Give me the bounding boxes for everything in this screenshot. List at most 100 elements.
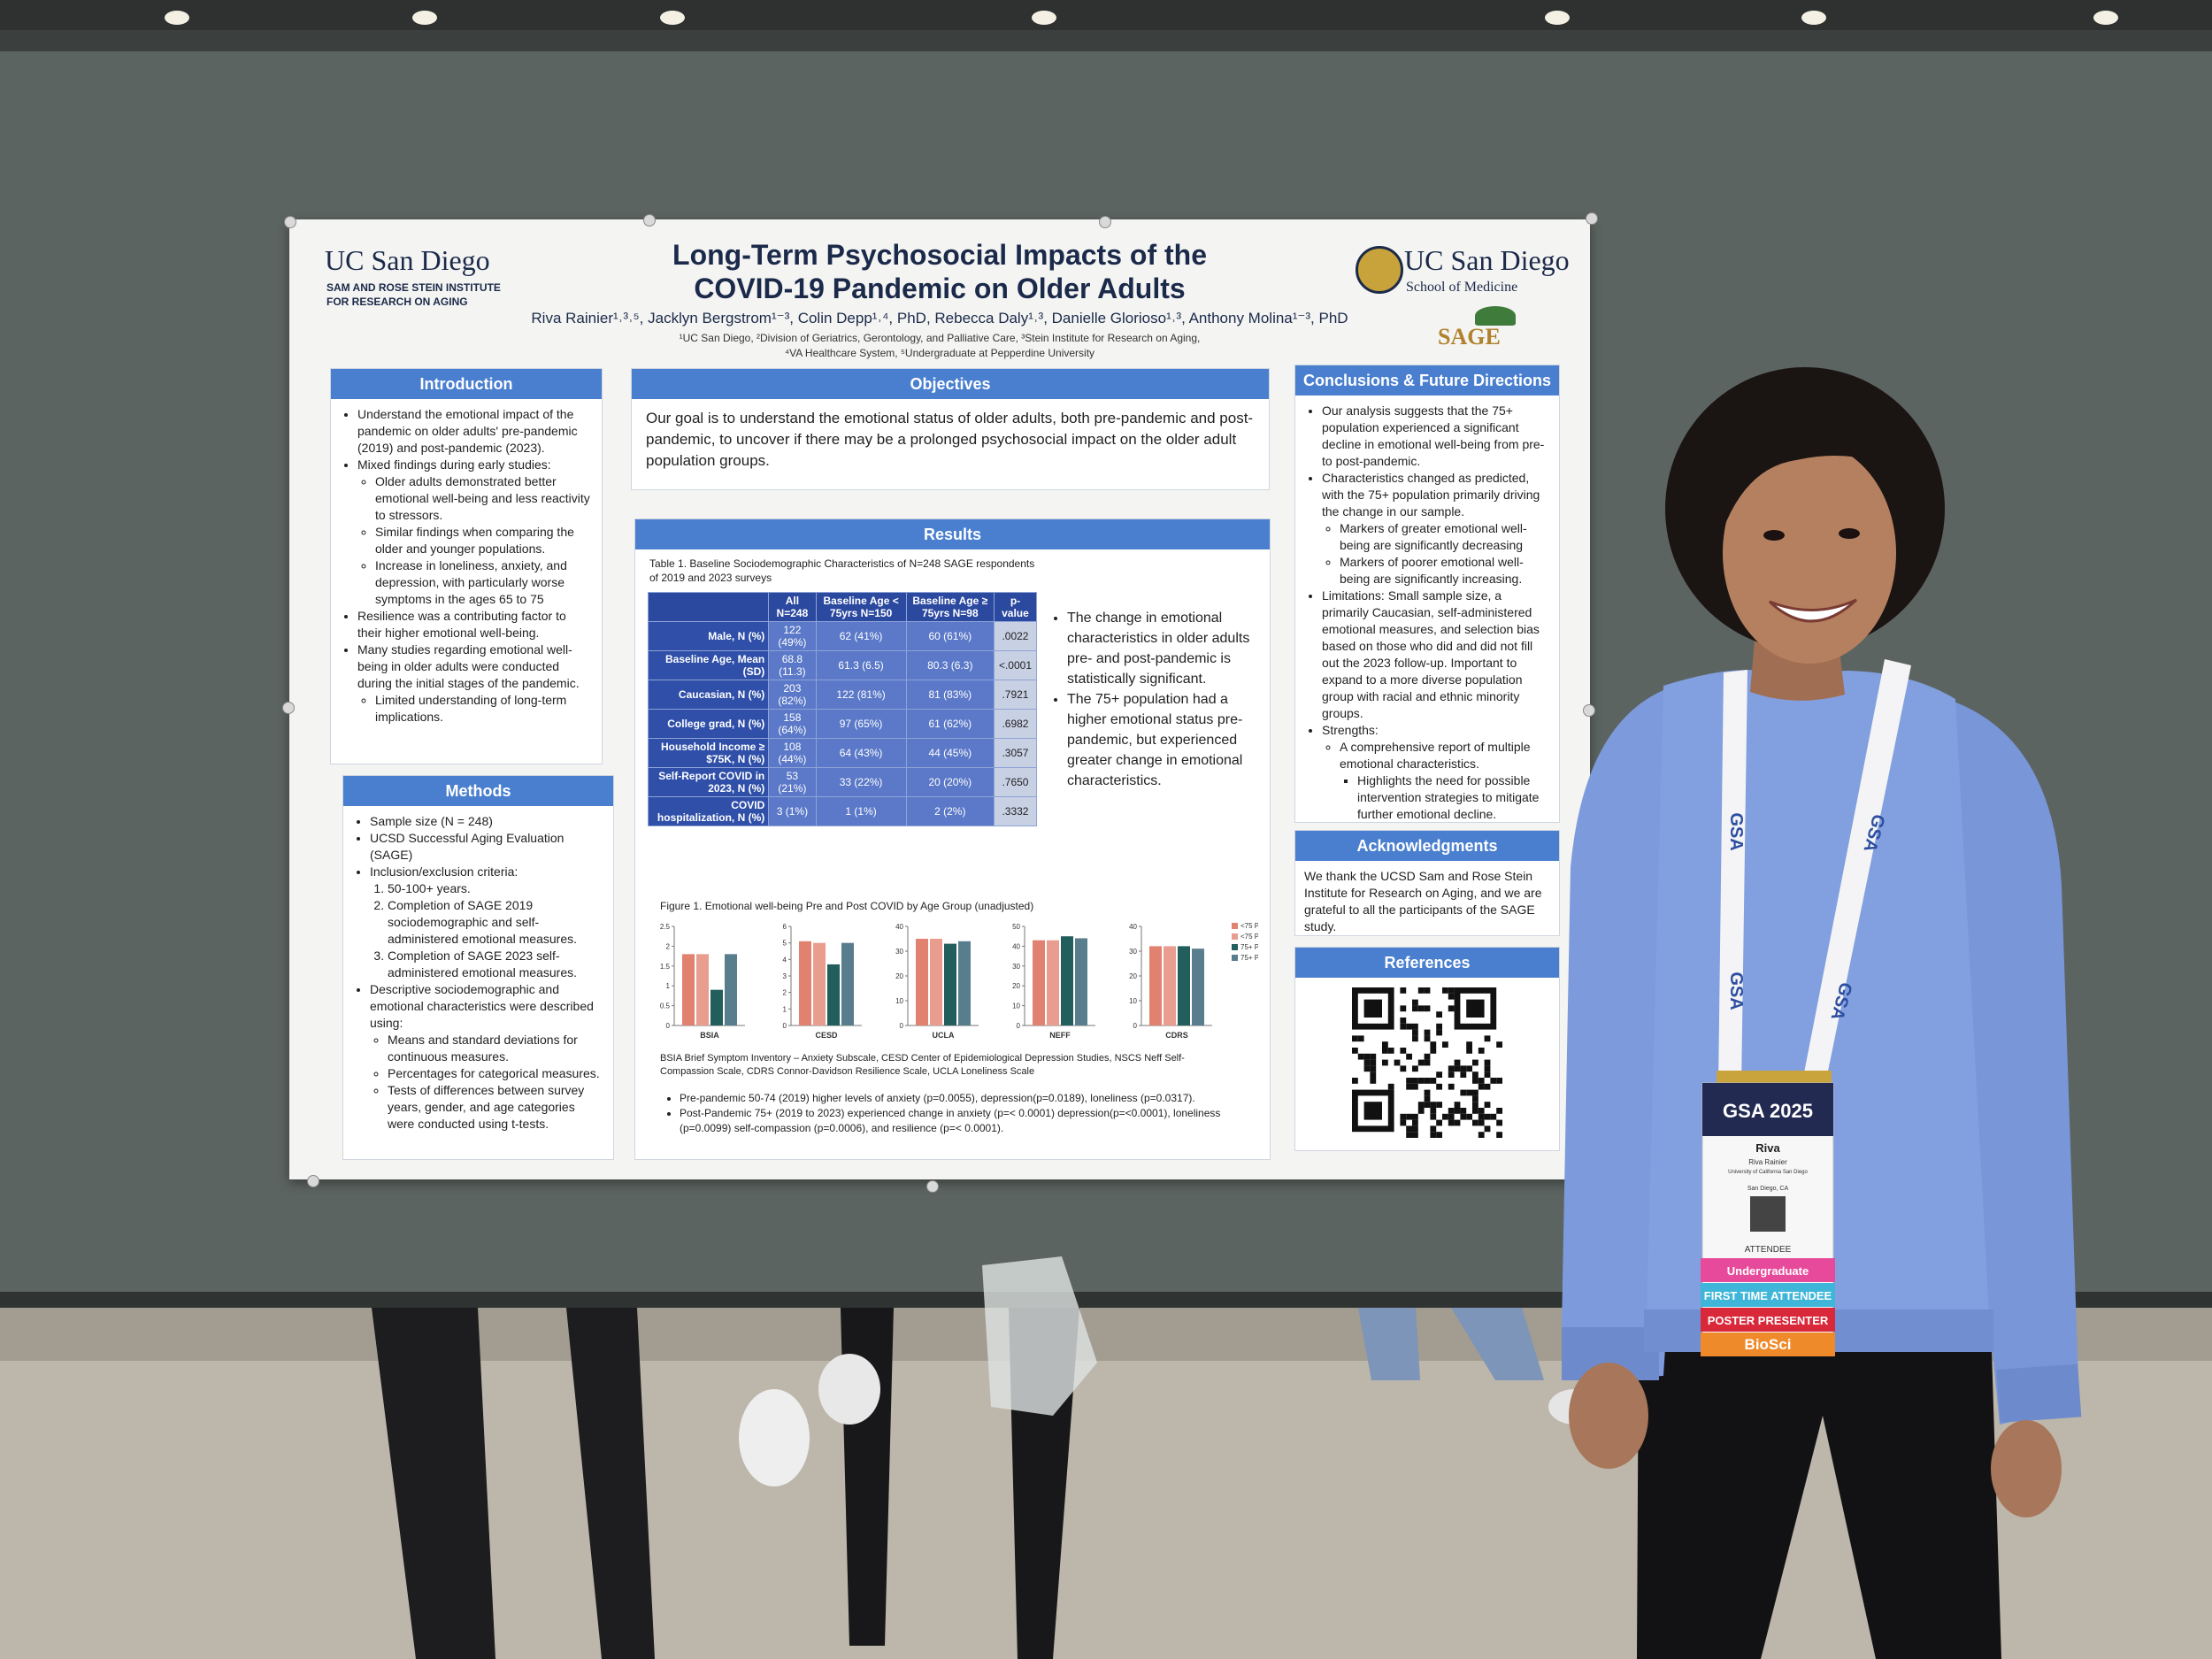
bar [1061,936,1073,1025]
qr-module [1448,1065,1455,1072]
qr-module [1370,1065,1377,1072]
qr-module [1357,1035,1364,1042]
qr-module [1400,1018,1407,1024]
qr-module [1406,1078,1412,1084]
qr-module [1454,1108,1461,1114]
qr-module [1436,1011,1442,1018]
qr-module [1400,1048,1407,1054]
qr-module [1442,1113,1448,1120]
section-body: We thank the UCSD Sam and Rose Stein Ins… [1295,861,1559,935]
title: COVID-19 Pandemic on Older Adults [694,273,1186,304]
section-heading: Acknowledgments [1295,831,1559,861]
qr-module [1412,1023,1418,1030]
list-item: Completion of SAGE 2019 sociodemographic… [388,897,604,948]
item-text: Markers of poorer emotional well-being a… [1340,555,1524,586]
y-tick-label: 10 [895,997,903,1005]
qr-module [1436,1023,1442,1030]
item-text: Similar findings when comparing the olde… [375,525,574,556]
bar [710,989,723,1025]
qr-module [1484,1071,1491,1078]
y-tick-label: 0 [783,1022,787,1030]
qr-module [1412,1125,1418,1133]
qr-module [1448,1113,1455,1120]
bar [841,942,854,1025]
qr-module [1478,1078,1485,1084]
list-item: Descriptive sociodemographic and emotion… [370,981,604,1133]
y-tick-label: 1.5 [660,963,671,971]
y-tick-label: 6 [783,923,787,931]
item-text: A comprehensive report of multiple emoti… [1340,740,1531,771]
bar [1075,938,1087,1025]
ceiling-light [1545,11,1570,25]
bullet-list: Means and standard deviations for contin… [370,1032,604,1133]
table-cell: Baseline Age, Mean (SD) [647,650,770,680]
qr-module [1490,1113,1497,1120]
badge-location: San Diego, CA [1747,1186,1789,1192]
qr-module [1478,1119,1485,1126]
qr-module [1400,987,1407,994]
bar [725,954,737,1025]
logo-text: UC San Diego [1404,244,1570,276]
ceiling-light [660,11,685,25]
list-item: Understand the emotional impact of the p… [357,406,593,457]
section-heading: Methods [343,776,613,806]
ceiling-light [1801,11,1826,25]
table-row: COVID hospitalization, N (%) 3 (1%) 1 (1%)… [647,796,1038,826]
bar [1192,949,1204,1025]
bullet-list: Markers of greater emotional well-being … [1322,520,1550,588]
badge-event: GSA 2025 [1723,1100,1813,1122]
legend-swatch [1232,933,1238,940]
y-tick-label: 10 [1129,997,1137,1005]
qr-module [1478,1113,1485,1120]
qr-module [1472,1102,1479,1108]
item-text: Strengths: [1322,723,1379,737]
y-tick-label: 4 [783,956,787,964]
y-tick-label: 30 [1012,963,1020,971]
table-cell: 81 (83%) [905,680,995,710]
qr-finder-core [1363,1102,1382,1120]
lanyard-left [1718,670,1747,1088]
qr-finder [1352,1089,1394,1133]
ceiling [0,0,2212,35]
table-row: Caucasian, N (%) 203 (82%) 122 (81%) 81 (83… [647,680,1038,710]
logo-subtext: FOR RESEARCH ON AGING [326,296,468,308]
affiliations: ¹UC San Diego, ²Division of Geriatrics, … [679,332,1201,344]
y-tick-label: 40 [1012,942,1020,950]
list-item: Older adults demonstrated better emotion… [375,473,593,524]
qr-module [1484,1083,1491,1090]
y-tick-label: 2.5 [660,923,671,931]
ribbon-text: FIRST TIME ATTENDEE [1704,1289,1832,1302]
qr-module [1412,1119,1418,1126]
qr-module [1472,1108,1479,1114]
table-cell: 68.8 (11.3) [768,650,817,680]
qr-module [1382,1059,1388,1066]
item-text: Completion of SAGE 2019 sociodemographic… [388,898,577,946]
qr-module [1496,1078,1502,1084]
table-header-cell [647,592,770,622]
qr-module [1448,1005,1455,1012]
table-caption: Table 1. Baseline Sociodemographic Chara… [649,557,1035,584]
table-cell: 64 (43%) [815,738,907,768]
table-header-cell: Baseline Age ≥ 75yrs N=98 [905,592,995,622]
bar [944,943,956,1025]
table-cell: 3 (1%) [768,796,817,826]
ceiling-light [1032,11,1056,25]
logo-text: UC San Diego [325,244,490,276]
table-row: Baseline Age, Mean (SD) 68.8 (11.3) 61.3 (… [647,650,1038,680]
qr-module [1460,1071,1467,1078]
item-text: Many studies regarding emotional well-be… [357,642,580,690]
qr-module [1484,1113,1491,1120]
figure: 0 0.5 1 1.5 2 2.5 BSIA 0 1 2 3 4 5 6 CESD 0 10 20 30 40 UCLA… [660,922,1258,1040]
y-tick-label: 0 [1133,1022,1138,1030]
table-cell: .0022 [993,621,1038,651]
item-text: Percentages for categorical measures. [388,1066,600,1080]
qr-module [1496,1108,1502,1114]
qr-module [1406,1125,1412,1133]
qr-module [1424,1078,1431,1084]
section-heading: Introduction [331,369,602,399]
item-text: Characteristics changed as predicted, wi… [1322,471,1540,518]
y-tick-label: 20 [895,972,903,980]
table-cell: 44 (45%) [905,738,995,768]
pin [1586,212,1598,225]
qr-module [1448,993,1455,1000]
